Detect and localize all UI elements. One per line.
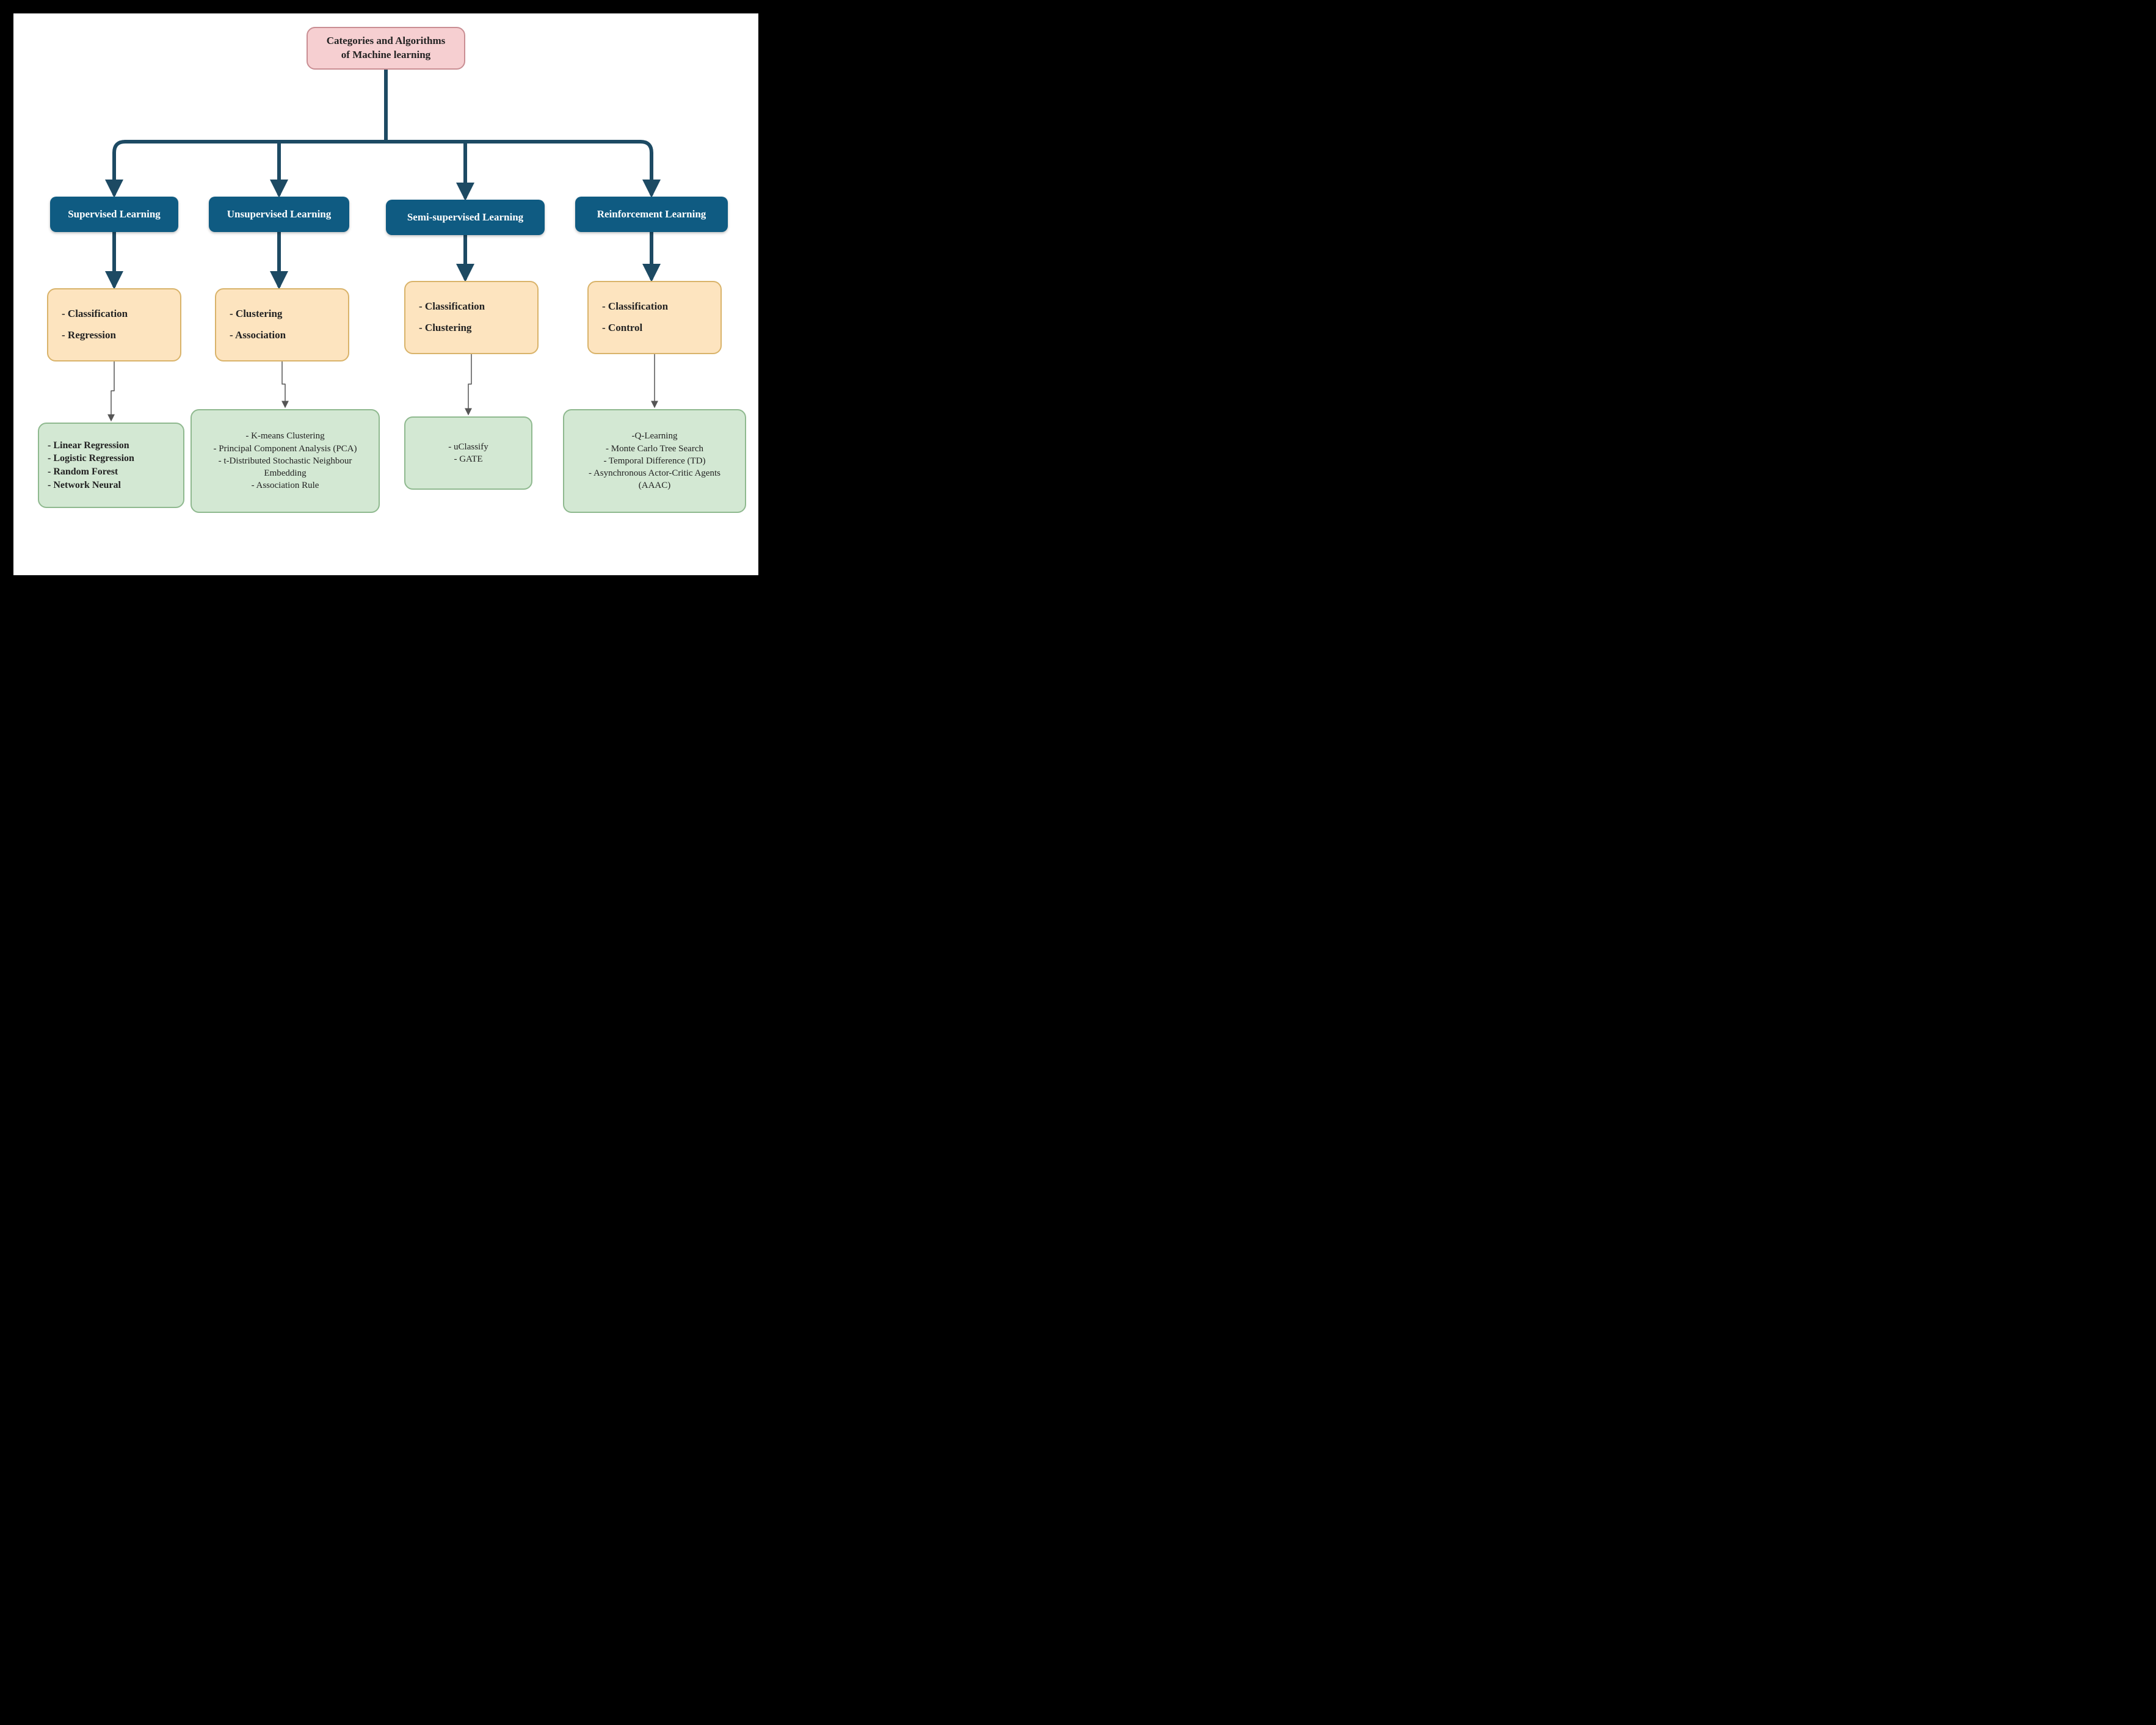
task-item: - Clustering: [230, 307, 335, 321]
algorithm-item: - Network Neural: [48, 479, 175, 492]
algorithm-item: - Temporal Difference (TD): [573, 455, 736, 467]
algorithm-item: - Logistic Regression: [48, 452, 175, 465]
algorithm-item: - Monte Carlo Tree Search: [573, 443, 736, 455]
algorithm-item: - uClassify: [414, 441, 523, 453]
category-label: Supervised Learning: [59, 208, 170, 222]
category-label: Unsupervised Learning: [217, 208, 341, 222]
task-item: - Clustering: [419, 321, 524, 335]
algorithm-item: - Random Forest: [48, 465, 175, 479]
algorithms-reinforcement: -Q-Learning- Monte Carlo Tree Search- Te…: [563, 409, 746, 513]
algorithms-supervised: - Linear Regression- Logistic Regression…: [38, 423, 184, 508]
category-supervised: Supervised Learning: [50, 197, 178, 232]
tasks-supervised: - Classification - Regression: [47, 288, 181, 361]
category-label: Semi-supervised Learning: [394, 211, 536, 225]
task-item: - Association: [230, 329, 335, 343]
tasks-reinforcement: - Classification - Control: [587, 281, 722, 354]
algorithm-item: - GATE: [414, 453, 523, 465]
root-node: Categories and Algorithmsof Machine lear…: [307, 27, 465, 70]
algorithm-item: -Q-Learning: [573, 430, 736, 442]
algorithm-item: - Principal Component Analysis (PCA): [200, 443, 370, 455]
algorithm-item: (AAAC): [573, 479, 736, 492]
algorithms-unsupervised: - K-means Clustering- Principal Componen…: [191, 409, 380, 513]
task-item: - Classification: [602, 300, 707, 314]
algorithm-item: - Association Rule: [200, 479, 370, 492]
category-semi: Semi-supervised Learning: [386, 200, 545, 235]
root-title-line1: Categories and Algorithms: [316, 34, 456, 48]
task-item: - Control: [602, 321, 707, 335]
task-item: - Classification: [419, 300, 524, 314]
algorithm-item: - K-means Clustering: [200, 430, 370, 442]
algorithm-item: Embedding: [200, 467, 370, 479]
algorithm-item: - t-Distributed Stochastic Neighbour: [200, 455, 370, 467]
root-title-line2: of Machine learning: [316, 48, 456, 62]
tasks-semi: - Classification - Clustering: [404, 281, 539, 354]
tasks-unsupervised: - Clustering - Association: [215, 288, 349, 361]
category-label: Reinforcement Learning: [584, 208, 719, 222]
task-item: - Classification: [62, 307, 167, 321]
algorithm-item: - Linear Regression: [48, 439, 175, 452]
algorithm-item: - Asynchronous Actor-Critic Agents: [573, 467, 736, 479]
category-unsupervised: Unsupervised Learning: [209, 197, 349, 232]
task-item: - Regression: [62, 329, 167, 343]
category-reinforcement: Reinforcement Learning: [575, 197, 728, 232]
algorithms-semi: - uClassify- GATE: [404, 416, 532, 490]
